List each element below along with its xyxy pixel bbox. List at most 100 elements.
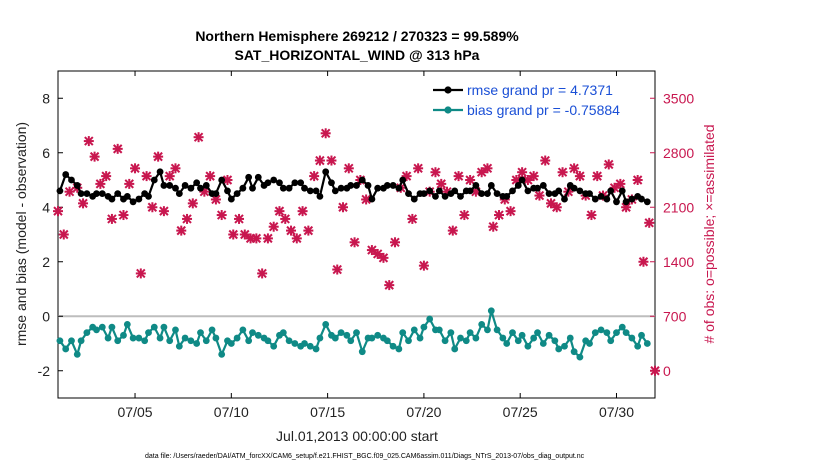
bias-point (264, 337, 272, 345)
bias-point (123, 321, 131, 328)
obs-marker (262, 233, 273, 244)
rmse-point (172, 184, 179, 192)
bias-point (254, 331, 262, 339)
rmse-point (187, 184, 195, 192)
obs-marker (603, 159, 614, 170)
right-y-tick-label: 0 (663, 363, 671, 379)
bias-point (638, 331, 645, 339)
rmse-point (441, 192, 449, 200)
bias-point (405, 337, 412, 345)
bias-point (493, 326, 501, 334)
rmse-point (561, 195, 568, 203)
obs-marker (586, 210, 597, 221)
rmse-point (622, 198, 630, 206)
rmse-point (383, 182, 391, 189)
bias-point (603, 329, 611, 336)
obs-marker (453, 171, 464, 182)
bias-point (358, 348, 366, 356)
obs-marker (251, 233, 262, 244)
y-tick-label: 2 (42, 254, 50, 270)
obs-marker (551, 202, 562, 213)
rmse-point (347, 182, 355, 189)
obs-marker (228, 229, 239, 240)
left-y-axis-ticks: -2 0 2 4 6 8 (38, 90, 63, 379)
bias-point (478, 321, 486, 328)
bias-point (503, 340, 511, 347)
obs-marker (638, 256, 649, 267)
obs-marker (546, 198, 557, 209)
bias-point (197, 329, 204, 336)
obs-marker (291, 233, 302, 244)
bias-point (249, 329, 256, 336)
bias-point (524, 342, 532, 350)
bias-point (484, 326, 491, 334)
rmse-point (56, 187, 64, 195)
y-tick-label: 0 (42, 308, 50, 324)
obs-marker (187, 198, 198, 209)
rmse-point (368, 195, 376, 203)
rmse-point (457, 192, 464, 200)
rmse-point (322, 168, 330, 176)
bias-point (374, 331, 382, 339)
rmse-point (518, 176, 526, 184)
rmse-point (150, 176, 158, 184)
obs-marker (89, 151, 100, 162)
rmse-point (212, 190, 220, 198)
rmse-point (123, 192, 131, 200)
chart-subtitle: SAT_HORIZONTAL_WIND @ 313 hPa (235, 47, 480, 63)
left-y-axis-label: rmse and bias (model - observation) (13, 122, 29, 346)
legend-swatch-marker (444, 106, 452, 114)
bias-point (187, 337, 195, 345)
obs-marker (418, 260, 429, 271)
y-tick-label: 4 (42, 199, 50, 215)
obs-marker (534, 190, 545, 201)
bias-point (135, 334, 143, 342)
obs-marker (522, 175, 533, 185)
bias-point (114, 337, 122, 345)
series-layer (56, 168, 651, 361)
rmse-point (62, 171, 70, 178)
bias-point (420, 323, 428, 331)
bias-point (202, 337, 210, 345)
rmse-point (405, 190, 412, 198)
right-y-tick-label: 2800 (663, 145, 694, 161)
bias-point (108, 323, 116, 331)
bias-point (539, 340, 547, 347)
legend-label: rmse grand pr = 4.7371 (467, 82, 613, 98)
rmse-point (270, 176, 278, 184)
rmse-point (297, 179, 305, 187)
rmse-point (493, 190, 501, 198)
obs-marker (343, 163, 354, 174)
obs-marker (130, 163, 141, 174)
obs-marker (297, 206, 308, 217)
bias-point (218, 351, 226, 358)
obs-marker (517, 167, 528, 178)
bias-point (416, 334, 424, 342)
bias-point (160, 323, 168, 331)
bias-point (472, 334, 480, 342)
rmse-point (613, 198, 620, 206)
bias-point (129, 334, 137, 342)
bias-point (576, 353, 584, 361)
rmse-point (285, 184, 293, 192)
bias-point (77, 337, 85, 345)
bias-point (93, 326, 100, 334)
right-y-tick-label: 2100 (663, 199, 694, 215)
bias-point (466, 329, 474, 336)
obs-marker (592, 171, 603, 182)
plot-area (57, 70, 656, 399)
rmse-point (301, 184, 308, 192)
rmse-point (328, 179, 335, 187)
rmse-point (77, 190, 85, 198)
obs-marker (632, 175, 643, 185)
bias-point (399, 329, 407, 336)
obs-marker (53, 206, 63, 217)
obs-marker (78, 198, 89, 209)
bias-point (534, 329, 541, 336)
rmse-point (514, 182, 522, 189)
obs-marker (557, 167, 568, 178)
obs-marker (182, 213, 193, 224)
obs-marker (101, 171, 112, 182)
